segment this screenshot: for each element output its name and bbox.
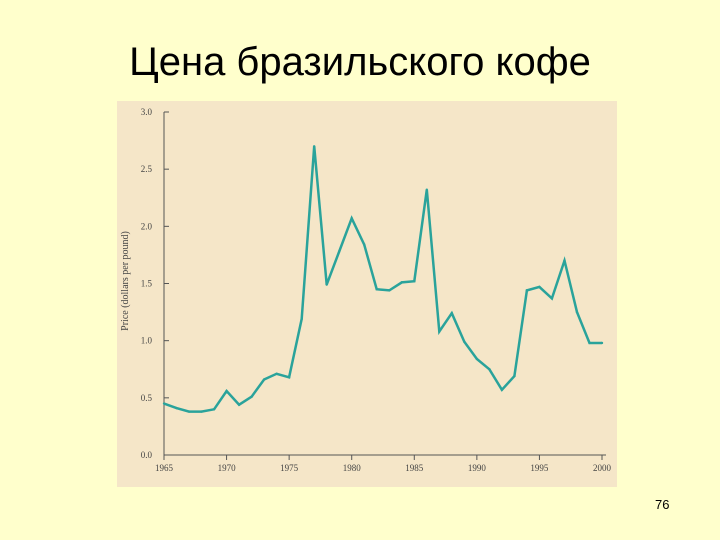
x-tick-label: 1995 bbox=[530, 463, 549, 473]
data-point bbox=[563, 259, 566, 262]
data-point bbox=[325, 283, 328, 286]
chart-axes bbox=[163, 112, 606, 456]
y-axis-label: Price (dollars per pound) bbox=[120, 231, 131, 331]
price-series-line bbox=[163, 146, 602, 413]
page-number: 76 bbox=[655, 497, 670, 512]
data-point bbox=[425, 188, 428, 191]
chart-ticks: 0.0 0.5 1.0 1.5 2.0 2.5 3.0 1965 1970 1975 1980 198… bbox=[141, 107, 612, 473]
data-point bbox=[513, 374, 516, 378]
x-tick-label: 1990 bbox=[468, 463, 487, 473]
data-point bbox=[363, 243, 366, 246]
x-tick-label: 1970 bbox=[218, 463, 237, 473]
y-tick-label: 0.5 bbox=[141, 393, 153, 403]
data-point bbox=[338, 250, 341, 253]
data-point bbox=[162, 402, 166, 405]
data-point bbox=[438, 330, 441, 333]
data-point bbox=[550, 297, 554, 300]
data-point bbox=[375, 288, 378, 291]
chart-panel: 0.0 0.5 1.0 1.5 2.0 2.5 3.0 1965 1970 1975 1980 198… bbox=[117, 101, 617, 487]
data-point bbox=[588, 341, 591, 345]
y-tick-label: 2.5 bbox=[141, 164, 153, 174]
data-point bbox=[262, 378, 266, 381]
slide-title: Цена бразильского кофе bbox=[129, 40, 591, 84]
data-point bbox=[175, 406, 178, 410]
data-point bbox=[488, 368, 491, 371]
data-point bbox=[388, 289, 391, 292]
data-point bbox=[200, 410, 203, 413]
data-point bbox=[237, 403, 241, 406]
x-tick-label: 1975 bbox=[280, 463, 299, 473]
x-tick-label: 2000 bbox=[593, 463, 612, 473]
data-point bbox=[450, 312, 454, 315]
data-point bbox=[600, 341, 604, 345]
y-tick-label: 1.5 bbox=[141, 279, 153, 289]
data-point bbox=[525, 289, 529, 292]
data-point bbox=[475, 357, 479, 361]
data-point bbox=[250, 395, 253, 398]
price-line-chart: 0.0 0.5 1.0 1.5 2.0 2.5 3.0 1965 1970 1975 1980 198… bbox=[120, 107, 612, 473]
data-point bbox=[312, 145, 316, 148]
data-point bbox=[300, 317, 303, 321]
data-point bbox=[500, 388, 504, 392]
chart-series bbox=[162, 145, 604, 413]
y-tick-label: 3.0 bbox=[141, 107, 153, 117]
y-tick-label: 1.0 bbox=[141, 336, 153, 346]
data-point bbox=[463, 340, 466, 344]
x-tick-label: 1965 bbox=[155, 463, 174, 473]
data-point bbox=[350, 217, 353, 220]
data-point bbox=[275, 372, 278, 376]
data-point bbox=[575, 310, 579, 314]
x-tick-label: 1980 bbox=[343, 463, 362, 473]
y-tick-label: 0.0 bbox=[141, 450, 153, 460]
data-point bbox=[400, 281, 403, 284]
data-point bbox=[212, 408, 216, 411]
x-tick-label: 1985 bbox=[405, 463, 424, 473]
data-point bbox=[413, 280, 416, 283]
data-point bbox=[225, 389, 228, 393]
data-point bbox=[287, 376, 291, 379]
data-point bbox=[187, 410, 191, 413]
y-tick-label: 2.0 bbox=[141, 221, 153, 231]
data-point bbox=[538, 285, 541, 289]
